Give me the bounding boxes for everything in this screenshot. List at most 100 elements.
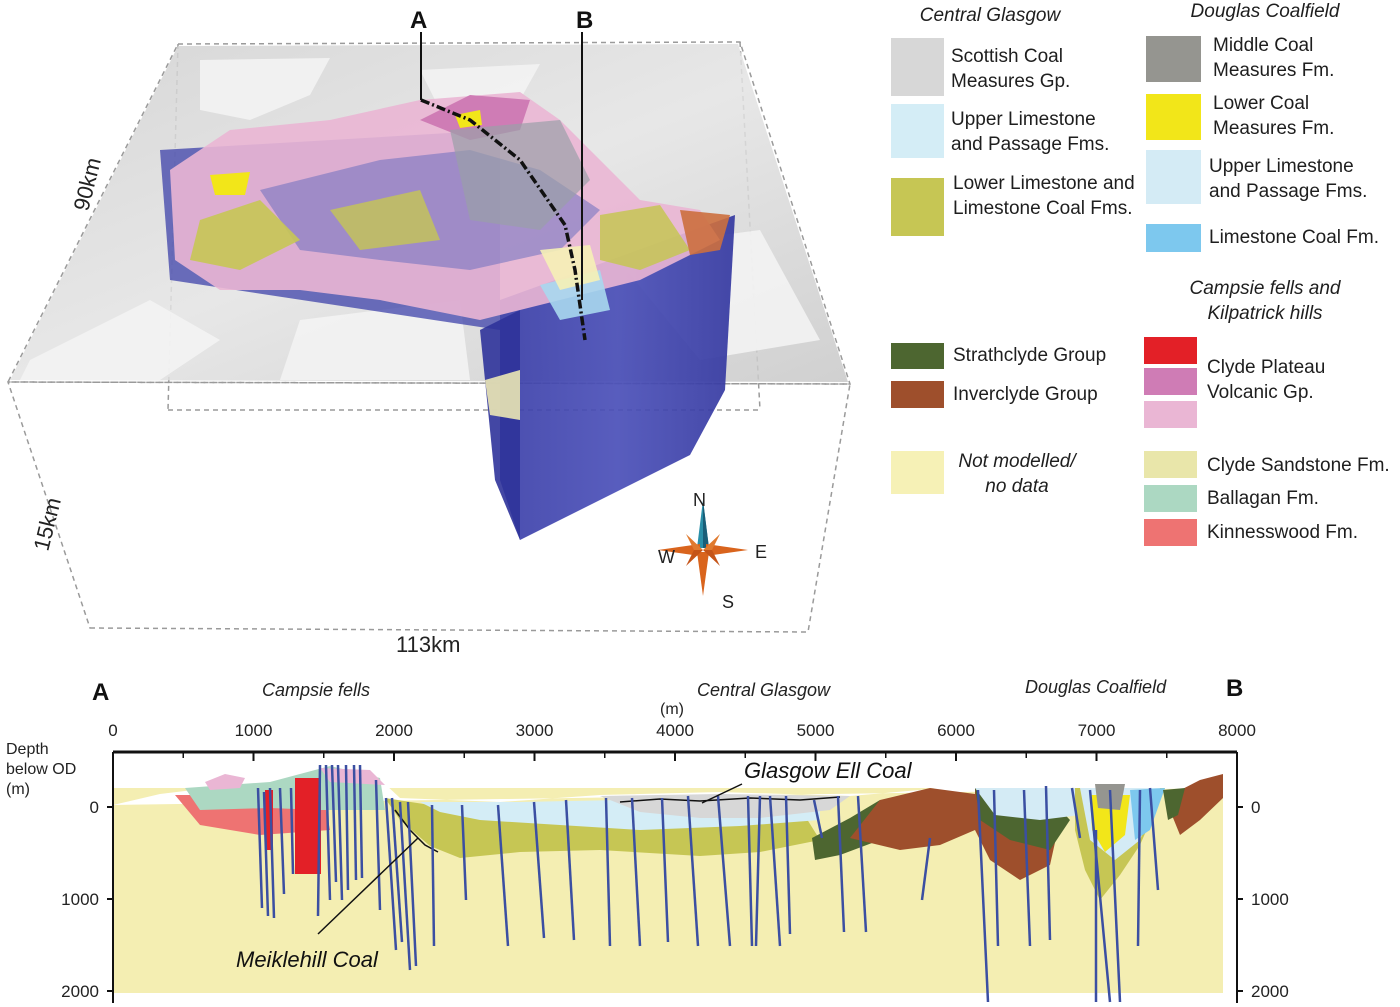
region-glasgow: Central Glasgow	[697, 680, 831, 700]
boreholes	[256, 764, 1160, 1003]
legend-swatch-kinnesswood	[1144, 519, 1197, 546]
width-label: 113km	[396, 632, 460, 657]
legend-heading-campsie: Campsie fells and Kilpatrick hills	[1189, 278, 1341, 324]
borehole	[784, 795, 792, 935]
distance-axis: 0 1000 2000 3000 4000 5000 6000 7000 8000	[108, 721, 1256, 761]
borehole	[262, 791, 270, 917]
borehole	[1022, 789, 1032, 947]
depth-title-line1: Depth	[6, 741, 49, 758]
legend-swatch-inverclyde	[891, 381, 944, 408]
distance-tick-label: 3000	[516, 721, 554, 740]
section-line-label-b: B	[576, 7, 593, 34]
borehole	[746, 795, 754, 947]
legend-label-middle-coal: Middle Coal Measures Fm.	[1213, 35, 1335, 81]
borehole	[660, 797, 670, 943]
legend-swatch-strathclyde	[891, 343, 944, 369]
compass-w: W	[658, 547, 675, 567]
borehole	[460, 804, 468, 901]
legend-label-upper-limestone-central: Upper Limestone and Passage Fms.	[951, 109, 1110, 155]
borehole	[324, 764, 332, 901]
borehole	[406, 801, 418, 967]
depth-tick-label: 0	[90, 798, 99, 817]
legend-label-lower-coal: Lower Coal Measures Fm.	[1213, 93, 1335, 139]
section-end-a: A	[92, 679, 109, 706]
borehole	[384, 797, 398, 951]
legend-label-not-modelled: Not modelled/ no data	[958, 451, 1076, 497]
depth-title-line3: (m)	[6, 781, 30, 798]
legend-label-scottish-coal: Scottish Coal Measures Gp.	[951, 46, 1071, 92]
borehole	[564, 799, 576, 941]
legend-label-ballagan: Ballagan Fm.	[1207, 488, 1319, 509]
distance-tick-label: 1000	[235, 721, 273, 740]
3d-block-model: A B 90km 15km 113km N S E W	[6, 7, 852, 657]
legend-label-inverclyde: Inverclyde Group	[953, 384, 1098, 405]
annotation-glasgow-ell-coal: Glasgow Ell Coal	[744, 758, 913, 783]
distance-tick-label: 4000	[656, 721, 694, 740]
depth-label: 15km	[29, 495, 66, 553]
borehole	[496, 804, 510, 947]
legend-heading-central-glasgow: Central Glasgow	[919, 5, 1061, 26]
legend-swatch-scottish-coal	[891, 38, 944, 96]
distance-tick-label: 0	[108, 721, 117, 740]
borehole	[256, 787, 264, 909]
legend-swatch-volcanic-red	[1144, 337, 1197, 364]
meiklehill-leader	[317, 837, 419, 935]
compass-n: N	[693, 490, 706, 510]
borehole	[374, 779, 382, 911]
distance-unit: (m)	[660, 701, 684, 718]
legend-swatch-clyde-sandstone	[1144, 451, 1197, 478]
distance-tick-label: 7000	[1078, 721, 1116, 740]
section-end-b: B	[1226, 675, 1243, 702]
legend-swatch-limestone-coal	[1146, 224, 1201, 252]
legend-label-strathclyde: Strathclyde Group	[953, 345, 1107, 366]
compass-rose-icon: N S E W	[658, 490, 767, 612]
borehole	[604, 797, 612, 947]
borehole	[430, 804, 436, 947]
borehole	[1148, 787, 1160, 891]
borehole	[836, 795, 846, 933]
distance-tick-label: 2000	[375, 721, 413, 740]
legend-swatch-lower-coal	[1146, 94, 1201, 140]
borehole	[1044, 785, 1052, 941]
borehole	[316, 764, 322, 917]
legend-label-lower-limestone: Lower Limestone and Limestone Coal Fms.	[953, 173, 1135, 219]
legend-label-clyde-sandstone: Clyde Sandstone Fm.	[1207, 455, 1390, 476]
borehole	[920, 837, 932, 901]
borehole	[330, 764, 338, 883]
compass-s: S	[722, 592, 734, 612]
depth-title-line2: below OD	[6, 761, 76, 778]
borehole	[344, 764, 350, 891]
borehole	[358, 764, 364, 879]
borehole	[278, 787, 286, 895]
depth-tick-label: 1000	[1251, 890, 1289, 909]
borehole	[336, 764, 344, 901]
borehole	[992, 789, 1000, 947]
ground-surface	[113, 768, 1223, 805]
compass-e: E	[755, 542, 767, 562]
region-campsie: Campsie fells	[262, 680, 370, 700]
legend-label-volcanic: Clyde Plateau Volcanic Gp.	[1207, 357, 1326, 403]
legend-swatch-middle-coal	[1146, 36, 1201, 82]
distance-tick-label: 6000	[937, 721, 975, 740]
borehole	[768, 795, 782, 947]
borehole	[716, 795, 732, 947]
depth-axis-left: 0 1000 2000	[61, 752, 114, 1003]
legend-swatch-ballagan	[1144, 485, 1197, 512]
borehole	[754, 795, 762, 947]
borehole	[1136, 789, 1142, 947]
borehole	[268, 787, 276, 919]
legend-swatch-lower-limestone	[891, 178, 944, 236]
glasgow-ell-leader	[701, 783, 743, 804]
glasgow-ell-coal-seam	[619, 796, 841, 803]
annotation-meiklehill-coal: Meiklehill Coal	[236, 947, 379, 972]
legend-swatch-not-modelled	[891, 451, 944, 494]
borehole	[352, 764, 358, 881]
legend-heading-douglas-coalfield: Douglas Coalfield	[1190, 1, 1340, 22]
depth-tick-label: 2000	[61, 982, 99, 1001]
cross-section-ab: A B Campsie fells Central Glasgow Dougla…	[6, 675, 1289, 1003]
borehole	[686, 795, 700, 947]
borehole	[398, 801, 412, 971]
distance-tick-label: 8000	[1218, 721, 1256, 740]
distance-tick-label: 5000	[797, 721, 835, 740]
region-douglas: Douglas Coalfield	[1025, 677, 1167, 697]
